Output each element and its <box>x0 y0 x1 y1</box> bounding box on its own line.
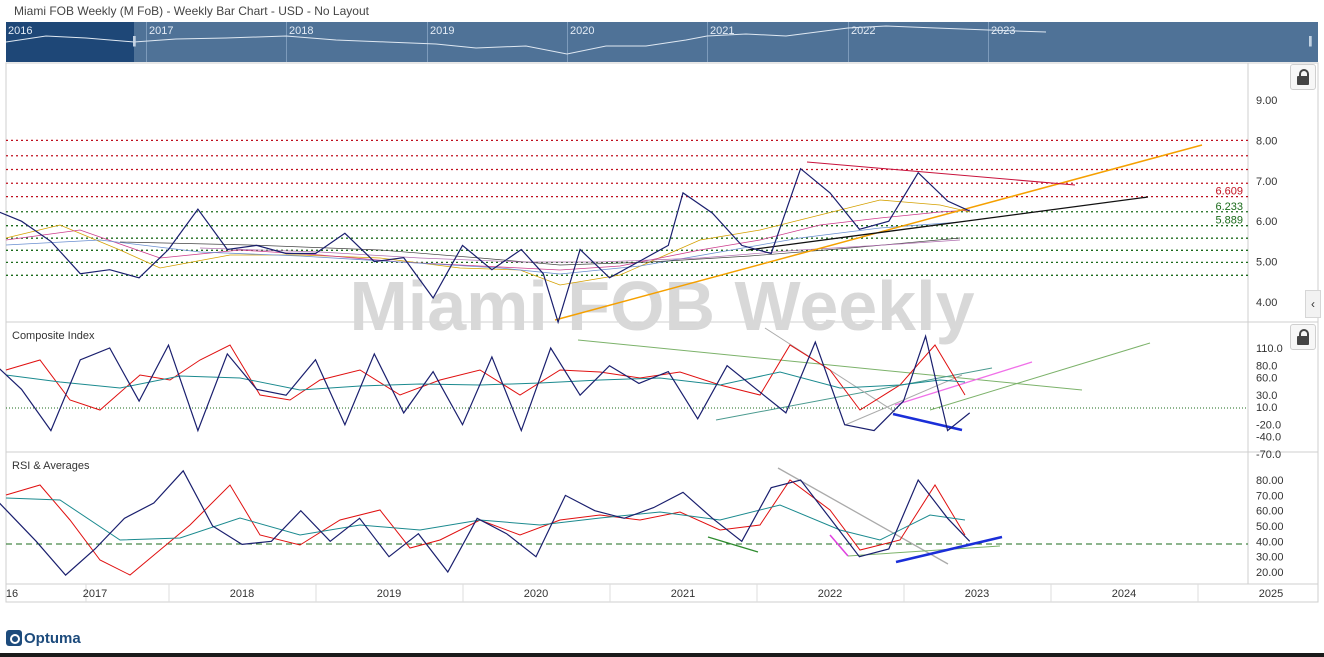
price-moving-averages <box>5 199 971 286</box>
composite-pink-trend <box>894 361 1033 406</box>
composite-divergence-line <box>892 412 963 432</box>
composite-teal-trend <box>715 367 993 421</box>
price-tick-label: 8.00 <box>1256 135 1277 147</box>
navigator-divider <box>427 22 428 62</box>
price-tick-label: 9.00 <box>1256 95 1277 107</box>
chart-frame <box>5 62 1319 603</box>
composite-series <box>0 334 971 433</box>
x-tick-label: 2018 <box>230 588 254 600</box>
composite-averages <box>5 344 966 411</box>
composite-green-trend <box>577 339 1083 391</box>
level-label: 6.609 <box>1215 186 1243 198</box>
rsi-tick-label: 70.00 <box>1256 490 1284 502</box>
x-axis: 16 2017 2018 2019 2020 2021 2022 2023 2024 2025 <box>6 584 1283 602</box>
composite-line <box>0 334 971 433</box>
bottom-bar <box>0 653 1324 657</box>
level-label: 5.889 <box>1215 215 1243 227</box>
navigator-divider <box>146 22 147 62</box>
time-navigator[interactable]: 2016 2017 2018 2019 2020 2021 2022 2023 … <box>6 22 1318 62</box>
rsi-tick-label: 60.00 <box>1256 506 1284 518</box>
rsi-series <box>0 469 971 576</box>
x-tick-label: 16 <box>6 588 18 600</box>
rsi-green-trend <box>707 536 759 553</box>
navigator-divider <box>286 22 287 62</box>
rsi-pink-trend <box>829 534 849 557</box>
composite-lock-icon[interactable] <box>1290 324 1316 350</box>
navigator-year-2016: 2016 <box>8 25 33 37</box>
rsi-tick-label: 40.00 <box>1256 536 1284 548</box>
navigator-year-2021: 2021 <box>710 25 735 37</box>
price-tick-label: 6.00 <box>1256 216 1277 228</box>
level-label: 6.233 <box>1215 201 1243 213</box>
composite-panel-title: Composite Index <box>12 330 95 342</box>
navigator-divider <box>567 22 568 62</box>
rsi-y-axis: 80.00 70.00 60.00 50.00 40.00 30.00 20.00 <box>1256 475 1284 579</box>
collapse-panel-chevron-left-icon[interactable]: ‹ <box>1305 290 1321 318</box>
price-tick-label: 7.00 <box>1256 176 1277 188</box>
navigator-divider <box>707 22 708 62</box>
optuma-logo-icon <box>6 630 22 646</box>
rsi-grey-trend <box>777 467 949 565</box>
navigator-year-2019: 2019 <box>430 25 455 37</box>
rsi-line <box>0 469 971 576</box>
navigator-selection[interactable] <box>6 22 134 62</box>
chart-title: Miami FOB Weekly (M FoB) - Weekly Bar Ch… <box>14 4 369 18</box>
price-tick-label: 5.00 <box>1256 257 1277 269</box>
composite-y-axis: 110.0 80.060.0 30.010.0 -20.0-40.0 -70.0 <box>1256 343 1283 461</box>
rsi-tick-label: 50.00 <box>1256 521 1284 533</box>
price-series <box>0 167 970 325</box>
rsi-tick-label: 20.00 <box>1256 567 1284 579</box>
navigator-year-2020: 2020 <box>570 25 595 37</box>
composite-tick-label: -20.0 <box>1256 420 1281 432</box>
composite-tick-label: -70.0 <box>1256 449 1281 461</box>
navigator-sparkline <box>6 25 1047 55</box>
watermark: Miami FOB Weekly <box>349 267 974 345</box>
navigator-year-2017: 2017 <box>149 25 174 37</box>
price-trend-lines <box>554 144 1203 321</box>
optuma-logo-text: Optuma <box>24 630 81 647</box>
x-tick-label: 2024 <box>1112 588 1136 600</box>
navigator-divider <box>988 22 989 62</box>
composite-tick-label: 80.0 <box>1256 361 1277 373</box>
composite-green-trend-2 <box>929 342 1151 411</box>
x-tick-label: 2025 <box>1259 588 1283 600</box>
x-tick-label: 2023 <box>965 588 989 600</box>
optuma-logo: Optuma <box>6 630 81 647</box>
rsi-tick-label: 30.00 <box>1256 552 1284 564</box>
composite-tick-label: 110.0 <box>1256 343 1283 355</box>
navigator-year-2018: 2018 <box>289 25 314 37</box>
price-line <box>0 167 970 325</box>
x-tick-label: 2021 <box>671 588 695 600</box>
navigator-divider <box>848 22 849 62</box>
rsi-averages <box>5 479 966 576</box>
crimson-trend-line <box>806 161 1076 186</box>
composite-tick-label: 60.0 <box>1256 373 1277 385</box>
black-trend-line <box>747 196 1149 251</box>
composite-tick-label: 30.0 <box>1256 390 1277 402</box>
rsi-trend-lines <box>707 467 1003 565</box>
composite-tick-label: 10.0 <box>1256 402 1277 414</box>
price-lock-icon[interactable] <box>1290 64 1316 90</box>
composite-tick-label: -40.0 <box>1256 432 1281 444</box>
rsi-divergence-line <box>895 535 1003 564</box>
price-y-axis: 9.00 8.00 7.00 6.00 5.00 4.00 <box>1256 95 1277 309</box>
navigator-left-handle[interactable]: ||| <box>132 35 136 47</box>
rsi-panel-title: RSI & Averages <box>12 460 90 472</box>
x-tick-label: 2020 <box>524 588 548 600</box>
x-tick-label: 2022 <box>818 588 842 600</box>
rsi-tick-label: 80.00 <box>1256 475 1284 487</box>
navigator-right-handle[interactable]: ||| <box>1308 35 1312 47</box>
rsi-green-trend-2 <box>847 545 1001 557</box>
x-tick-label: 2019 <box>377 588 401 600</box>
price-tick-label: 4.00 <box>1256 297 1277 309</box>
x-tick-label: 2017 <box>83 588 107 600</box>
